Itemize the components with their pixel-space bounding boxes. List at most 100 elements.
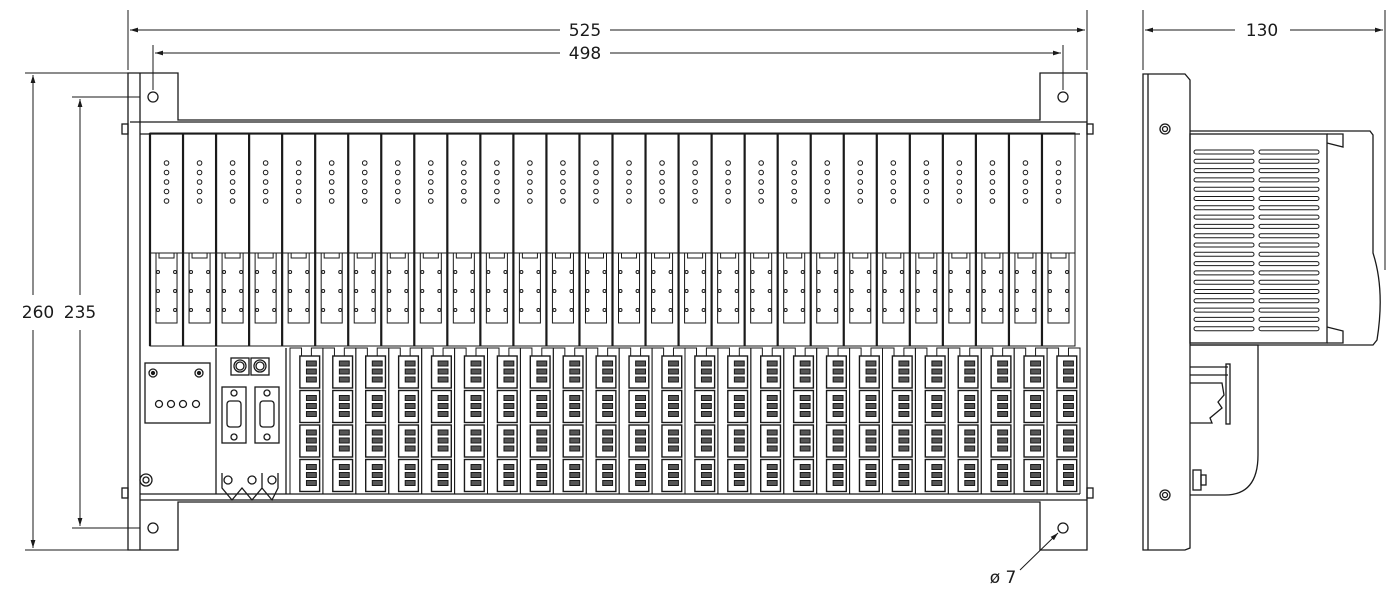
terminal-block: [365, 389, 387, 424]
terminal-block: [496, 355, 518, 389]
led-indicator: [593, 188, 599, 195]
terminal-block: [562, 458, 584, 493]
terminal-block: [957, 389, 979, 424]
led-indicator: [923, 160, 930, 166]
terminal-block: [891, 424, 913, 458]
led-indicator: [560, 160, 566, 166]
led-indicator: [394, 198, 401, 204]
mounting-hole: [1057, 91, 1069, 103]
led-indicator: [163, 179, 170, 185]
terminal-column: [914, 347, 949, 494]
terminal-block: [924, 389, 946, 424]
led-indicator: [394, 179, 401, 185]
led-indicator: [1022, 160, 1029, 166]
terminal-block: [858, 355, 880, 389]
led-indicator: [361, 169, 368, 176]
led-indicator: [824, 188, 831, 195]
led-indicator: [527, 160, 533, 166]
terminal-block: [1056, 355, 1078, 389]
led-indicator: [758, 160, 764, 166]
sub-d-connector: [254, 386, 280, 444]
led-indicator: [692, 188, 698, 195]
led-indicator: [791, 179, 797, 185]
terminal-block: [858, 389, 880, 424]
led-indicator: [494, 160, 500, 166]
led-indicator: [923, 198, 930, 204]
terminal-block: [463, 355, 485, 389]
terminal-block: [694, 424, 716, 458]
led-indicator: [791, 188, 797, 195]
led-indicator: [659, 198, 665, 204]
terminal-block: [924, 424, 946, 458]
led-indicator: [956, 160, 963, 166]
led-indicator: [890, 179, 897, 185]
terminal-block: [1056, 424, 1078, 458]
terminal-block: [463, 424, 485, 458]
led-indicator: [262, 169, 269, 176]
io-module: [1007, 132, 1043, 347]
led-indicator: [527, 198, 533, 204]
led-indicator: [956, 198, 963, 204]
led-indicator: [262, 179, 269, 185]
terminal-block: [858, 424, 880, 458]
led-indicator: [956, 188, 963, 195]
io-module: [148, 132, 184, 347]
terminal-column: [651, 347, 686, 494]
dim-hole-spacing-width: 498: [569, 44, 601, 64]
dimension-lines: [25, 10, 1386, 571]
terminal-blocks: [289, 347, 1081, 494]
led-indicator: [428, 179, 434, 185]
io-module: [214, 132, 250, 347]
terminal-block: [562, 389, 584, 424]
terminal-block: [595, 355, 617, 389]
led-indicator: [1055, 160, 1062, 166]
led-indicator: [956, 179, 963, 185]
led-indicator: [295, 169, 302, 176]
ground-terminal: [139, 473, 153, 487]
led-indicator: [725, 179, 731, 185]
terminal-block: [562, 355, 584, 389]
terminal-block: [858, 458, 880, 493]
led-indicator: [229, 160, 236, 166]
terminal-block: [299, 458, 321, 493]
mounting-hole: [147, 522, 159, 534]
led-indicator: [923, 169, 930, 176]
terminal-block: [990, 355, 1012, 389]
led-indicator: [758, 179, 764, 185]
terminal-block: [661, 424, 683, 458]
terminal-block: [727, 355, 749, 389]
terminal-block: [397, 424, 420, 458]
io-module: [743, 132, 779, 347]
io-module: [809, 132, 845, 347]
terminal-block: [760, 355, 782, 389]
led-indicator: [494, 198, 500, 204]
terminal-column: [487, 347, 521, 494]
terminal-column: [947, 347, 982, 494]
terminal-block: [332, 458, 354, 493]
led-indicator: [1055, 188, 1062, 195]
led-indicator: [824, 169, 831, 176]
terminal-block: [891, 389, 913, 424]
mounting-flange: [127, 72, 1088, 551]
terminal-column: [849, 347, 883, 494]
io-module: [181, 132, 217, 347]
terminal-column: [421, 347, 456, 494]
terminal-block: [430, 424, 452, 458]
led-indicator: [857, 179, 864, 185]
led-indicator: [394, 160, 401, 166]
led-indicator: [196, 198, 203, 204]
led-indicator: [989, 198, 996, 204]
led-indicator: [229, 169, 236, 176]
led-indicator: [494, 188, 500, 195]
terminal-block: [365, 458, 387, 493]
io-module: [512, 132, 547, 347]
terminal-block: [825, 389, 847, 424]
terminal-block: [628, 458, 650, 493]
terminal-column: [1046, 347, 1081, 494]
terminal-block: [661, 389, 683, 424]
led-indicator: [428, 160, 434, 166]
terminal-column: [519, 347, 554, 494]
led-indicator: [626, 198, 632, 204]
led-indicator: [262, 160, 269, 166]
led-indicator: [527, 169, 533, 176]
